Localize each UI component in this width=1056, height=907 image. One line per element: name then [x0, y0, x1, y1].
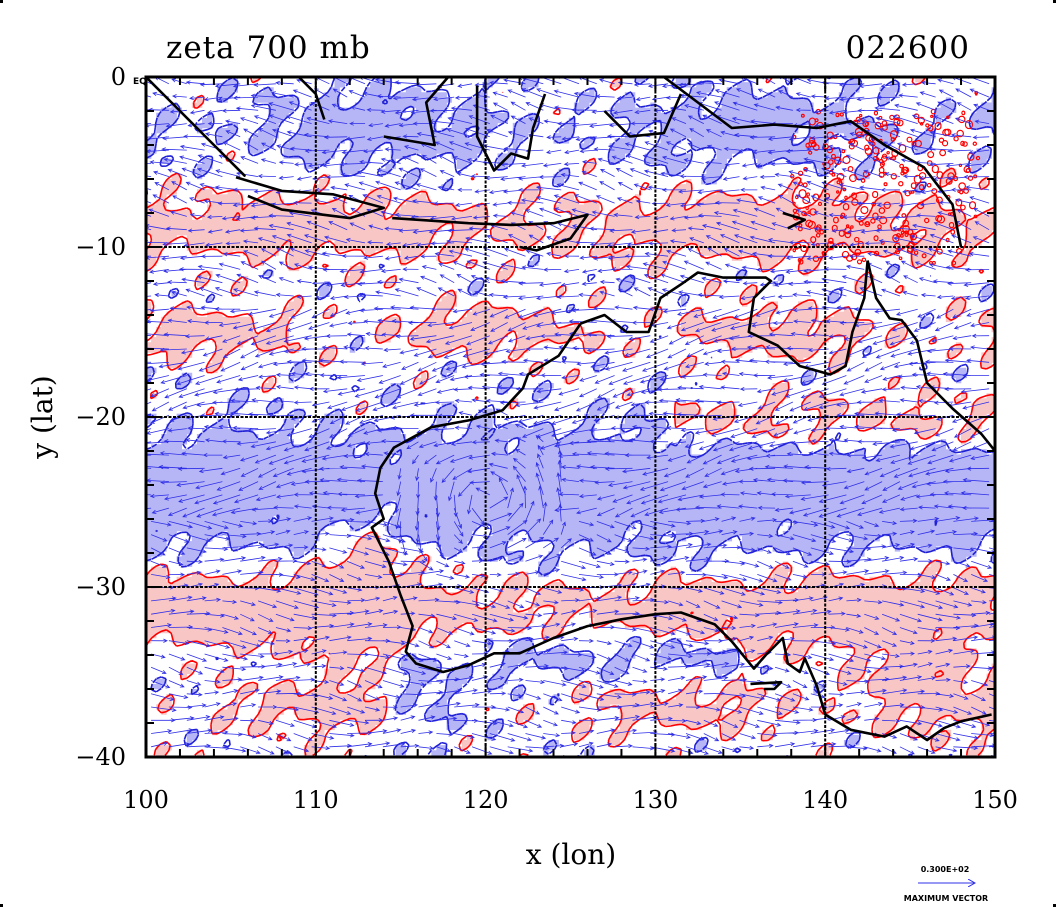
vector-scale-value: 0.300E+02 — [921, 865, 970, 874]
page-corner-mark-top-left — [0, 0, 3, 3]
coastline-segment — [383, 77, 450, 147]
y-axis-label: y (lat) — [26, 375, 59, 459]
coastline-segment — [475, 85, 547, 172]
plot-area — [144, 75, 997, 759]
map-title: zeta 700 mb — [166, 30, 371, 66]
vector-scale-label: MAXIMUM VECTOR — [904, 894, 988, 903]
coastline-segment — [866, 260, 995, 452]
coastline-segment — [146, 77, 246, 177]
x-tick-label: 100 — [123, 786, 169, 814]
x-tick-label: 110 — [293, 786, 339, 814]
x-tick-label: 150 — [972, 786, 1018, 814]
coastline-segment — [370, 260, 992, 742]
x-tick-label: 130 — [632, 786, 678, 814]
coastline-segment — [782, 211, 807, 230]
x-tick-labels: 100 110 120 130 140 150 — [123, 786, 1018, 814]
wind-vector-field — [146, 77, 995, 757]
vector-scale-legend: 0.300E+02 MAXIMUM VECTOR — [904, 865, 988, 903]
coastline-segment — [663, 77, 963, 248]
page-corner-mark-bottom-right — [1053, 904, 1056, 907]
y-tick-label: −10 — [75, 233, 126, 261]
y-tick-labels: 0 −10 −20 −30 −40 — [75, 63, 126, 771]
coastline-segment — [235, 176, 385, 220]
x-axis-label: x (lon) — [526, 838, 616, 871]
page-corner-mark-top-right — [1053, 0, 1056, 3]
page-corner-mark-bottom-left — [0, 904, 3, 907]
axis-ticks — [145, 76, 996, 758]
y-tick-label: −30 — [75, 573, 126, 601]
coastline-segment — [392, 213, 589, 252]
x-tick-label: 120 — [463, 786, 509, 814]
coastline-segment — [603, 93, 683, 138]
x-tick-label: 140 — [802, 786, 848, 814]
coastline-segment — [750, 680, 783, 691]
convective-vorticity-speckle — [790, 108, 981, 266]
map-timestamp: 022600 — [846, 30, 970, 66]
y-tick-label: −20 — [75, 403, 126, 431]
lat-lon-gridlines — [146, 77, 995, 757]
coastlines — [146, 77, 995, 757]
coastline-segment — [297, 77, 326, 120]
wind-vectors — [146, 77, 995, 757]
y-tick-label: −40 — [75, 743, 126, 771]
equator-marker: EQ — [133, 77, 147, 87]
y-tick-label: 0 — [111, 63, 126, 91]
